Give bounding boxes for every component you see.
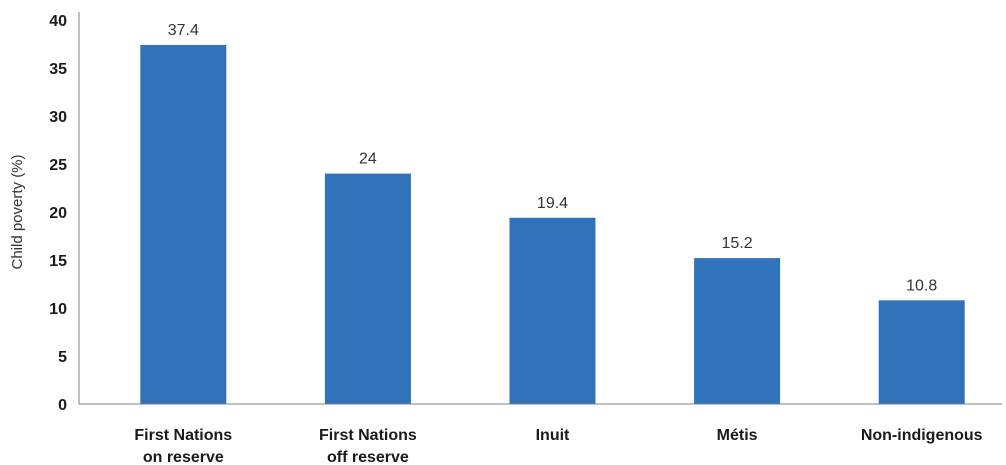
x-category-label: Inuit (536, 427, 570, 444)
x-category-label: Non-indigenous (861, 427, 983, 444)
y-tick-label: 15 (49, 253, 67, 270)
y-tick-label: 40 (49, 13, 67, 30)
bar (324, 173, 411, 404)
x-category-label-line: Non-indigenous (861, 427, 983, 444)
bar-value-label: 10.8 (906, 277, 937, 294)
y-axis-ticks: 0 5 10 15 20 25 30 35 40 (49, 13, 67, 414)
y-tick-label: 0 (58, 397, 67, 414)
x-category-label: First Nations on reserve (134, 427, 232, 465)
x-category-label-line: Métis (717, 427, 758, 444)
bar-value-label: 24 (359, 151, 377, 168)
y-tick-label: 25 (49, 157, 67, 174)
x-category-label-line: off reserve (327, 449, 409, 465)
x-category-label: First Nations off reserve (319, 427, 417, 465)
y-tick-label: 5 (58, 349, 67, 366)
bars (140, 44, 965, 405)
category-labels: First Nations on reserve First Nations off … (134, 427, 982, 465)
bar (140, 44, 227, 405)
x-category-label-line: Inuit (536, 427, 570, 444)
y-tick-label: 20 (49, 205, 67, 222)
x-category-label-line: First Nations (319, 427, 417, 444)
y-axis-title: Child poverty (%) (9, 154, 26, 269)
y-tick-label: 30 (49, 109, 67, 126)
x-category-label-line: First Nations (134, 427, 232, 444)
bar-value-label: 37.4 (168, 22, 199, 39)
bar (878, 300, 965, 404)
y-tick-label: 35 (49, 61, 67, 78)
x-category-label-line: on reserve (143, 449, 224, 465)
x-category-label: Métis (717, 427, 758, 444)
y-tick-label: 10 (49, 301, 67, 318)
bar-value-label: 15.2 (722, 235, 753, 252)
bar (509, 217, 596, 404)
data-labels: 37.4 24 19.4 15.2 10.8 (168, 22, 938, 294)
bar (694, 258, 781, 404)
bar-value-label: 19.4 (537, 195, 568, 212)
